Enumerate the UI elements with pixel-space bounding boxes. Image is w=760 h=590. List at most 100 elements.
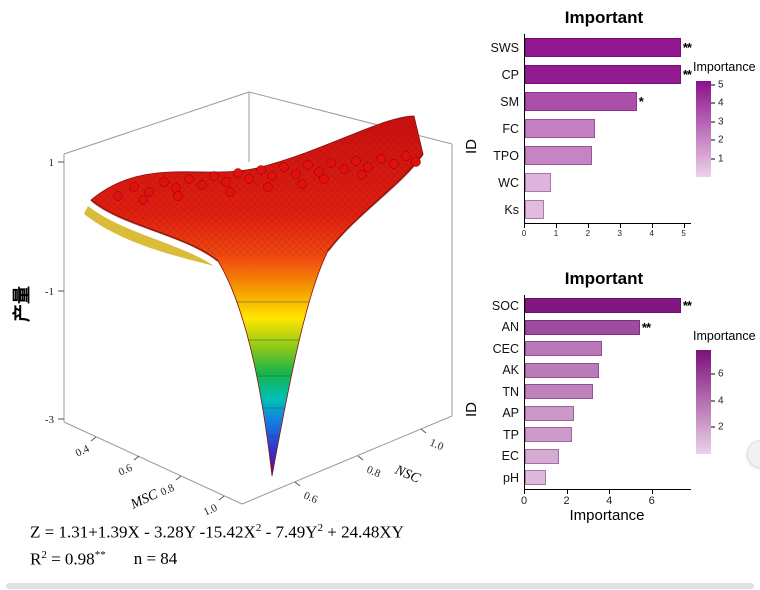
scatter-points: [113, 151, 421, 205]
scatter-point: [357, 170, 367, 180]
bar-row: [525, 381, 691, 403]
x-axis: 0 2 4 6: [521, 489, 690, 507]
legend-tick: 4: [711, 395, 724, 406]
bar: [525, 119, 596, 138]
y-axis-title: NSC: [392, 462, 423, 486]
scatter-point: [389, 159, 399, 169]
x-tick: [587, 224, 589, 228]
x-tick-label: 1: [553, 229, 559, 238]
nsc-axis-ticks: [294, 428, 427, 487]
bar-category-label: AN: [501, 320, 519, 335]
scatter-point: [197, 180, 207, 190]
bar-category-label: CP: [501, 67, 519, 82]
bar: [525, 384, 594, 400]
y-axis-title: ID: [462, 139, 480, 154]
bar: [525, 65, 681, 84]
z-tick-label: -1: [45, 286, 54, 298]
bar-category-label: TPO: [493, 148, 519, 163]
scatter-point: [138, 195, 148, 205]
stats-line: R2 = 0.98** n = 84: [30, 548, 178, 569]
bar-category-label: TP: [503, 427, 519, 442]
z-tick-label: 1: [49, 157, 55, 169]
scatter-point: [184, 174, 194, 184]
legend-tick-dash: [711, 158, 715, 160]
bar: [525, 92, 637, 111]
bar: [525, 298, 681, 314]
scatter-point: [326, 158, 336, 168]
legend-tick-dash: [711, 426, 715, 428]
bar-row: [525, 338, 691, 360]
x-tick: [524, 489, 525, 494]
bar-category-label: CEC: [492, 341, 519, 356]
legend-tick: 5: [711, 79, 724, 90]
equation-line: Z = 1.31+1.39X - 3.28Y -15.42X2 - 7.49Y2…: [30, 522, 404, 542]
nsc-tick-label: 1.0: [428, 437, 446, 454]
bar-category-label: AK: [502, 363, 519, 378]
surface-svg: 1 -1 -3 产量: [11, 91, 453, 519]
z-tick-label: -3: [45, 414, 55, 426]
x-tick-label: 4: [606, 494, 613, 507]
bar-row: **: [525, 34, 692, 61]
legend-tick-dash: [711, 84, 715, 86]
legend-tick: 3: [711, 116, 724, 127]
scatter-point: [279, 162, 289, 172]
scatter-point: [339, 164, 349, 174]
legend-tick-dash: [711, 102, 715, 104]
bar: [525, 38, 681, 57]
bar-row: [525, 446, 691, 468]
bar-category-label: EC: [501, 449, 519, 464]
bar-row: [525, 115, 691, 142]
bar-category-label: SWS: [490, 40, 519, 55]
x-axis-title: MSC: [128, 487, 161, 513]
legend-gradient: [696, 81, 711, 177]
x-tick-label: 6: [648, 494, 655, 507]
bar-row: **: [525, 61, 692, 88]
bar-row: **: [525, 317, 691, 339]
x-axis-title: Importance: [569, 506, 645, 524]
legend-gradient: [696, 350, 711, 454]
bar-row: [525, 403, 691, 425]
x-tick-label: 3: [617, 229, 622, 238]
legend-tick-dash: [711, 121, 715, 123]
nsc-tick-label: 0.8: [365, 464, 383, 481]
bar: [525, 362, 600, 378]
legend-colorbar: 5 4 3 2 1: [696, 79, 724, 177]
bar-row: **: [525, 295, 692, 317]
significance-stars: **: [682, 298, 692, 314]
significance-stars: **: [641, 319, 651, 335]
scatter-point: [244, 174, 254, 184]
legend-tick-dash: [711, 400, 715, 402]
surface-mesh-texture: [91, 116, 423, 256]
x-tick: [619, 224, 621, 228]
msc-tick-label: 0.6: [117, 462, 135, 479]
bar-category-label: FC: [502, 121, 519, 136]
scatter-point: [129, 182, 139, 192]
x-tick: [609, 489, 611, 494]
x-tick: [524, 224, 525, 228]
scatter-point: [297, 179, 307, 189]
scatter-point: [209, 171, 219, 181]
bar-row: *: [525, 88, 691, 115]
bar-category-label: Ks: [504, 202, 519, 217]
z-axis-ticks: [58, 161, 64, 420]
bar: [525, 405, 574, 421]
scatter-point: [319, 174, 329, 184]
horizontal-scrollbar[interactable]: [6, 583, 754, 589]
bar-row: [525, 196, 691, 223]
bar-category-label: pH: [503, 470, 519, 485]
bar: [525, 427, 572, 443]
bar-category-label: SOC: [491, 298, 519, 313]
bar-row: [525, 360, 691, 382]
scatter-point: [171, 183, 181, 193]
significance-stars: *: [638, 94, 644, 109]
scatter-point: [113, 191, 123, 201]
x-tick: [651, 489, 653, 494]
scatter-point: [411, 157, 421, 167]
scatter-point: [173, 191, 183, 201]
bar-row: [525, 142, 691, 169]
bar: [525, 448, 560, 464]
z-axis-title: 产量: [11, 286, 32, 322]
bar: [525, 341, 602, 357]
